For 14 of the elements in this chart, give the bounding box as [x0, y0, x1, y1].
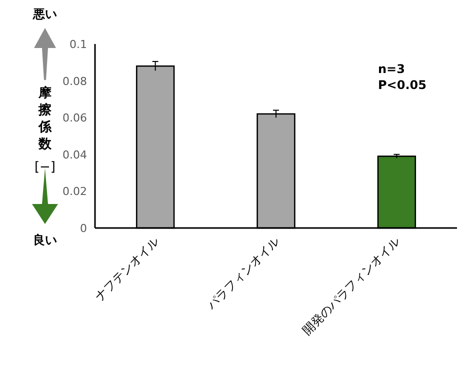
- y-tick-label: 0.08: [62, 74, 87, 88]
- y-tick-label: 0.02: [62, 185, 87, 198]
- text: 良い: [33, 233, 57, 247]
- annotation: n=3: [378, 62, 405, 76]
- x-tick-label: ナフテンオイル: [92, 234, 162, 304]
- y-axis-title: 摩擦係数 [−]: [34, 85, 56, 175]
- x-tick-label: 開発のパラフィンオイル: [300, 234, 403, 338]
- y-tick-label: 0.06: [62, 112, 87, 125]
- y-tick-label: 0: [80, 222, 87, 235]
- x-tick-label: パラフィンオイル: [204, 234, 282, 313]
- y-tick-label: 0.1: [70, 38, 87, 51]
- annotation: P<0.05: [378, 78, 426, 92]
- y-tick-label: 0.04: [62, 148, 87, 162]
- text: 悪い: [32, 7, 57, 21]
